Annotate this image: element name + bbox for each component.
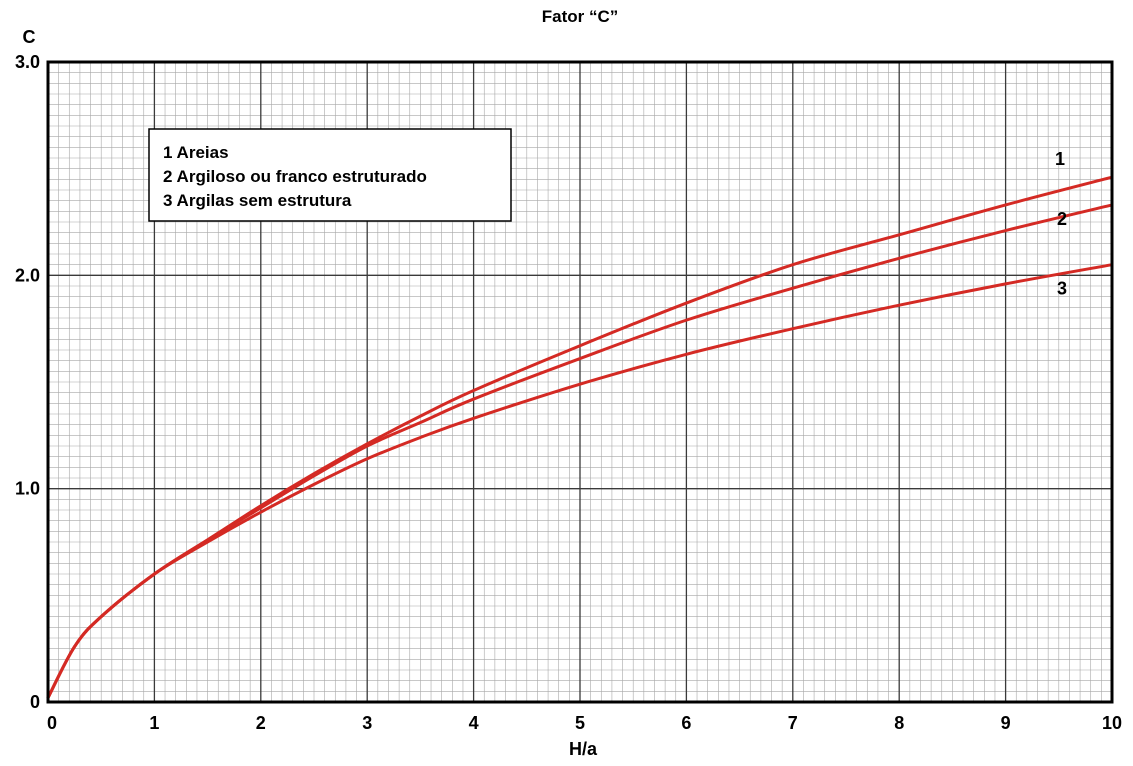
curve-label-1: 1	[1055, 149, 1065, 169]
x-tick-label: 4	[469, 713, 479, 733]
x-tick-label: 8	[894, 713, 904, 733]
y-tick-label: 2.0	[15, 265, 40, 285]
y-tick-label: 1.0	[15, 479, 40, 499]
x-axis-label: H/a	[569, 739, 598, 759]
legend-item-3: 3 Argilas sem estrutura	[163, 191, 352, 210]
legend-item-1: 1 Areias	[163, 143, 229, 162]
x-tick-label: 7	[788, 713, 798, 733]
curve-label-2: 2	[1057, 209, 1067, 229]
curve-labels: 1 2 3	[1055, 149, 1067, 298]
x-tick-label: 2	[256, 713, 266, 733]
plot-frame	[46, 60, 1114, 704]
x-tick-labels: 0 1 2 3 4 5 6 7 8 9 10	[47, 713, 1122, 733]
x-tick-label: 6	[681, 713, 691, 733]
x-tick-label: 3	[362, 713, 372, 733]
curve-3	[46, 263, 1114, 700]
x-tick-label: 10	[1102, 713, 1122, 733]
chart-title: Fator “C”	[542, 7, 619, 26]
x-tick-label: 9	[1001, 713, 1011, 733]
y-tick-labels: 0 1.0 2.0 3.0	[15, 52, 40, 712]
y-tick-label: 3.0	[15, 52, 40, 72]
x-tick-label: 0	[47, 713, 57, 733]
x-tick-label: 1	[149, 713, 159, 733]
legend-box	[148, 128, 512, 222]
x-tick-label: 5	[575, 713, 585, 733]
y-axis-label: C	[23, 27, 36, 47]
curves	[46, 175, 1114, 700]
curve-label-3: 3	[1057, 279, 1067, 299]
legend: 1 Areias 2 Argiloso ou franco estruturad…	[148, 128, 512, 222]
y-tick-label: 0	[30, 692, 40, 712]
legend-item-2: 2 Argiloso ou franco estruturado	[163, 167, 427, 186]
